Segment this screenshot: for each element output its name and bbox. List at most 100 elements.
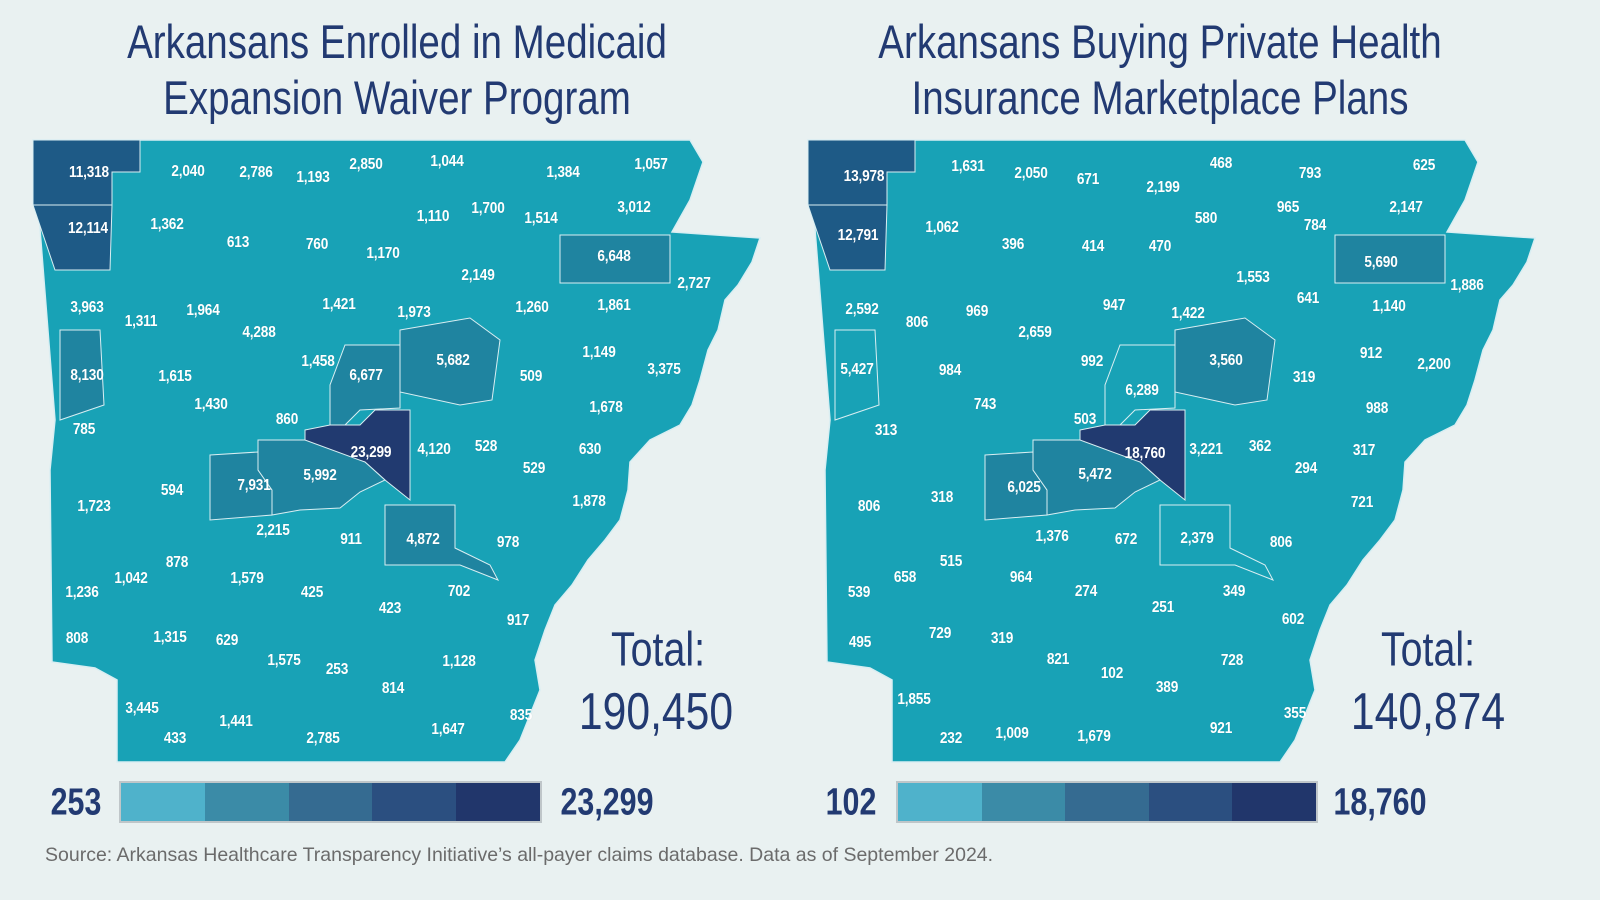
county-value-label: 253: [325, 661, 349, 678]
county-value-label: 1,140: [1372, 298, 1406, 315]
county-value-label: 6,025: [1007, 479, 1041, 496]
county-value-label: 2,040: [171, 163, 205, 180]
county-value-label: 12,791: [837, 227, 879, 244]
county-value-label: 3,375: [647, 361, 681, 378]
county-value-label: 1,009: [995, 725, 1029, 742]
county-value-label: 23,299: [350, 444, 392, 461]
legend-swatch: [1148, 783, 1233, 821]
county-value-label: 613: [226, 234, 250, 251]
map-title-marketplace: Arkansans Buying Private Health Insurance…: [873, 14, 1447, 126]
county-value-label: 1,149: [582, 344, 616, 361]
county-value-label: 1,236: [65, 584, 99, 601]
county-value-label: 1,861: [597, 297, 631, 314]
county-value-label: 835: [509, 707, 533, 724]
county-value-label: 251: [1151, 599, 1175, 616]
legend-max-marketplace: 18,760: [1333, 781, 1427, 824]
county-value-label: 1,422: [1171, 305, 1205, 322]
county-value-label: 470: [1148, 238, 1172, 255]
county-value-label: 1,057: [634, 156, 668, 173]
county-value-label: 1,376: [1035, 528, 1069, 545]
county-value-label: 1,631: [951, 158, 985, 175]
county-value-label: 539: [847, 584, 871, 601]
county-value-label: 2,215: [256, 522, 290, 539]
county-value-label: 1,973: [397, 304, 431, 321]
county-value-label: 2,379: [1180, 530, 1214, 547]
county-value-label: 1,193: [296, 169, 330, 186]
county-value-label: 1,170: [366, 245, 400, 262]
county-value-label: 2,050: [1014, 165, 1048, 182]
county-shape: [1032, 439, 1161, 516]
county-value-label: 992: [1080, 353, 1104, 370]
county-value-label: 2,786: [239, 164, 273, 181]
county-value-label: 11,318: [69, 164, 109, 181]
county-shape: [32, 204, 113, 271]
county-value-label: 1,615: [158, 368, 192, 385]
county-value-label: 4,120: [417, 441, 451, 458]
title-line-1: Arkansans Enrolled in Medicaid: [127, 15, 667, 68]
county-value-label: 1,514: [524, 210, 558, 227]
county-value-label: 5,472: [1078, 466, 1112, 483]
legend-swatch: [456, 783, 540, 821]
county-shape: [257, 439, 386, 516]
county-value-label: 529: [522, 460, 546, 477]
county-value-label: 806: [1269, 534, 1293, 551]
county-value-label: 102: [1100, 665, 1124, 682]
county-shape: [834, 329, 880, 421]
county-value-label: 2,592: [845, 301, 879, 318]
county-value-label: 313: [874, 422, 898, 439]
county-value-label: 319: [990, 630, 1014, 647]
county-value-label: 860: [275, 411, 299, 428]
county-value-label: 2,200: [1417, 356, 1451, 373]
county-value-label: 1,362: [150, 216, 184, 233]
county-value-label: 602: [1281, 611, 1305, 628]
county-value-label: 232: [939, 730, 963, 747]
county-value-label: 1,421: [322, 296, 356, 313]
total-label-marketplace: Total:: [1380, 623, 1476, 677]
map-title-medicaid: Arkansans Enrolled in Medicaid Expansion …: [110, 14, 684, 126]
county-value-label: 965: [1276, 199, 1300, 216]
county-value-label: 1,575: [267, 652, 301, 669]
county-value-label: 947: [1102, 297, 1126, 314]
county-value-label: 8,130: [70, 367, 104, 384]
county-value-label: 1,678: [589, 399, 623, 416]
county-value-label: 1,964: [186, 302, 220, 319]
county-value-label: 988: [1365, 400, 1389, 417]
medicaid-map: [32, 139, 762, 763]
county-value-label: 785: [72, 421, 96, 438]
legend-min-medicaid: 253: [50, 781, 102, 824]
legend-bar-medicaid: [119, 781, 542, 823]
county-shape: [399, 317, 501, 406]
county-value-label: 4,872: [406, 531, 440, 548]
county-shape: [807, 204, 888, 271]
county-value-label: 630: [578, 441, 602, 458]
county-value-label: 2,199: [1146, 179, 1180, 196]
county-value-label: 294: [1294, 460, 1318, 477]
county-value-label: 5,427: [840, 361, 874, 378]
county-value-label: 978: [496, 534, 520, 551]
county-value-label: 2,727: [677, 275, 711, 292]
county-shape: [1174, 317, 1276, 406]
county-value-label: 503: [1073, 411, 1097, 428]
county-shape: [384, 504, 500, 581]
county-value-label: 274: [1074, 583, 1098, 600]
county-value-label: 425: [300, 584, 324, 601]
county-value-label: 2,785: [306, 730, 340, 747]
county-value-label: 18,760: [1124, 445, 1166, 462]
county-value-label: 433: [163, 730, 187, 747]
county-shape: [1159, 504, 1275, 581]
county-value-label: 1,886: [1450, 277, 1484, 294]
county-value-label: 1,128: [442, 653, 476, 670]
legend-swatch: [121, 783, 205, 821]
legend-swatch: [1065, 783, 1149, 821]
legend-bar-marketplace: [896, 781, 1318, 823]
county-value-label: 1,679: [1077, 728, 1111, 745]
county-value-label: 964: [1009, 569, 1033, 586]
county-value-label: 1,315: [153, 629, 187, 646]
county-value-label: 3,560: [1209, 352, 1243, 369]
county-value-label: 468: [1209, 155, 1233, 172]
county-value-label: 396: [1001, 236, 1025, 253]
county-value-label: 629: [215, 632, 239, 649]
county-value-label: 3,445: [125, 700, 159, 717]
county-value-label: 414: [1081, 238, 1105, 255]
